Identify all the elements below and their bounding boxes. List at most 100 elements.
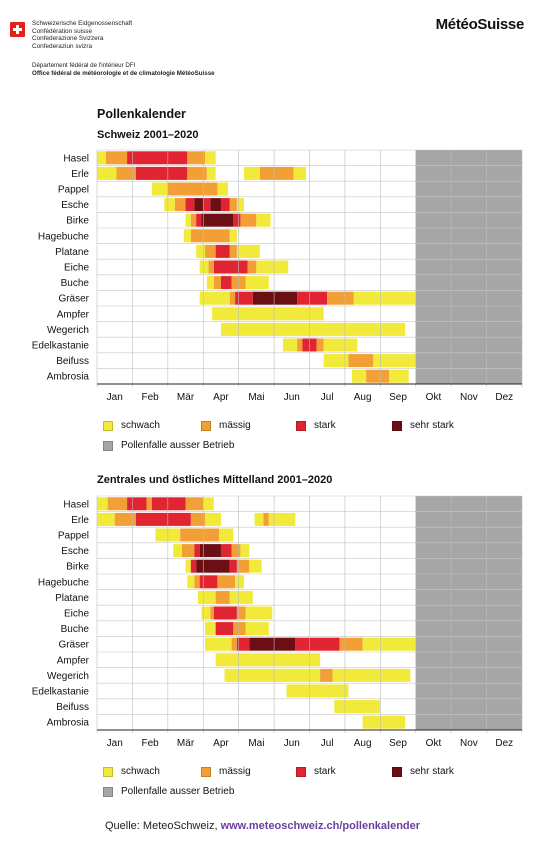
legend-1-maessig: mässig xyxy=(201,420,251,431)
bar-erle-schwach xyxy=(205,512,221,526)
bar-hasel-schwach xyxy=(205,151,216,165)
bar-erle-schwach xyxy=(254,512,264,526)
bar-esche-schwach xyxy=(240,544,250,558)
bar-erle-schwach xyxy=(268,512,296,526)
confederation-de: Schweizerische Eidgenossenschaft xyxy=(32,20,133,27)
row-label-pappel: Pappel xyxy=(58,185,89,196)
month-label-jan: Jan xyxy=(107,392,123,403)
month-label-apr: Apr xyxy=(213,738,229,749)
bar-ampfer-schwach xyxy=(215,653,321,667)
bar-graeser-stark xyxy=(235,291,253,305)
bar-edelkastanie-schwach xyxy=(282,338,298,352)
bar-eiche-maessig xyxy=(210,606,214,620)
source-link[interactable]: www.meteoschweiz.ch/pollenkalender xyxy=(220,820,421,832)
bar-erle-schwach xyxy=(206,166,216,180)
bar-hagebuche-stark xyxy=(199,575,218,589)
row-label-ampfer: Ampfer xyxy=(57,309,90,320)
bar-esche-schwach xyxy=(173,544,182,558)
bar-hasel-maessig xyxy=(185,497,204,511)
row-label-hagebuche: Hagebuche xyxy=(38,231,90,242)
bar-birke-maessig xyxy=(190,213,197,227)
month-label-aug: Aug xyxy=(354,392,372,403)
row-label-buche: Buche xyxy=(61,624,90,635)
legend-label-stark: stark xyxy=(314,766,336,777)
bar-esche-schwach xyxy=(236,198,244,212)
bar-esche-maessig xyxy=(229,198,237,212)
month-label-sep: Sep xyxy=(389,738,407,749)
legend-swatch-sehr-stark xyxy=(392,420,402,431)
month-label-sep: Sep xyxy=(389,392,407,403)
row-label-birke: Birke xyxy=(66,562,89,573)
legend-label-schwach: schwach xyxy=(121,420,160,431)
month-label-maer: Mär xyxy=(177,738,195,749)
department-block: Département fédéral de l'intérieur DFI O… xyxy=(32,62,215,78)
bar-wegerich-schwach xyxy=(332,668,411,682)
source-prefix: Quelle: MeteoSchweiz, xyxy=(105,820,221,832)
row-label-platane: Platane xyxy=(55,247,89,258)
out-of-service-block xyxy=(415,496,522,730)
bar-erle-stark xyxy=(135,166,188,180)
legend-1-schwach: schwach xyxy=(103,420,160,431)
legend-1: schwach mässig stark sehr stark Pollenfa… xyxy=(103,420,503,460)
bar-wegerich-schwach xyxy=(224,668,321,682)
bar-esche-maessig xyxy=(174,198,186,212)
bar-esche-stark xyxy=(220,544,232,558)
row-label-edelkastanie: Edelkastanie xyxy=(32,687,90,698)
legend-swatch-stark xyxy=(296,420,306,431)
row-label-birke: Birke xyxy=(66,216,89,227)
bar-graeser-stark xyxy=(297,291,328,305)
bar-buche-schwach xyxy=(245,622,269,636)
row-label-graeser: Gräser xyxy=(58,294,89,305)
confederation-names: Schweizerische Eidgenossenschaft Confédé… xyxy=(32,20,132,50)
bar-platane-maessig xyxy=(229,244,237,258)
row-label-edelkastanie: Edelkastanie xyxy=(32,341,90,352)
row-label-graeser: Gräser xyxy=(58,640,89,651)
legend-2-schwach: schwach xyxy=(103,766,160,777)
row-label-ambrosia: Ambrosia xyxy=(47,372,90,383)
row-label-erle: Erle xyxy=(71,169,89,180)
bar-esche-sehr_stark xyxy=(199,544,221,558)
bar-esche-stark xyxy=(203,198,211,212)
month-label-jul: Jul xyxy=(321,392,334,403)
bar-hagebuche-schwach xyxy=(229,229,237,243)
legend-2: schwach mässig stark sehr stark Pollenfa… xyxy=(103,766,503,806)
row-label-platane: Platane xyxy=(55,593,89,604)
bar-platane-schwach xyxy=(236,244,260,258)
bar-hasel-maessig xyxy=(105,151,128,165)
bar-graeser-maessig xyxy=(229,291,236,305)
bar-buche-schwach xyxy=(245,276,269,290)
month-label-apr: Apr xyxy=(213,392,229,403)
bar-hasel-maessig xyxy=(187,151,206,165)
bar-pappel-schwach xyxy=(151,182,168,196)
row-label-erle: Erle xyxy=(71,515,89,526)
bar-hasel-schwach xyxy=(97,497,108,511)
row-label-beifuss: Beifuss xyxy=(56,356,89,367)
bar-birke-schwach xyxy=(249,559,262,573)
bar-birke-sehr_stark xyxy=(196,559,230,573)
brand-logo: MétéoSuisse xyxy=(435,16,525,33)
legend-1-stark: stark xyxy=(296,420,336,431)
bar-graeser-sehr_stark xyxy=(249,637,296,651)
bar-platane-schwach xyxy=(196,244,206,258)
month-label-dez: Dez xyxy=(495,392,513,403)
month-label-okt: Okt xyxy=(426,392,442,403)
bar-buche-maessig xyxy=(213,276,221,290)
bar-pappel-maessig xyxy=(180,528,220,542)
bar-graeser-stark xyxy=(295,637,340,651)
month-label-mai: Mai xyxy=(248,392,264,403)
bar-hasel-schwach xyxy=(97,151,106,165)
bar-hasel-maessig xyxy=(146,497,152,511)
legend-swatch-stark xyxy=(296,766,306,777)
month-label-feb: Feb xyxy=(142,392,160,403)
bar-erle-maessig xyxy=(263,512,269,526)
bar-graeser-maessig xyxy=(231,637,237,651)
bar-hasel-schwach xyxy=(203,497,214,511)
legend-1-ausser-betrieb: Pollenfalle ausser Betrieb xyxy=(103,440,234,451)
bar-eiche-maessig xyxy=(236,606,246,620)
bar-graeser-schwach xyxy=(205,637,232,651)
legend-swatch-schwach xyxy=(103,766,113,777)
bar-beifuss-schwach xyxy=(323,354,349,368)
source-note: Quelle: MeteoSchweiz, www.meteoschweiz.c… xyxy=(105,820,420,832)
legend-label-ausser-betrieb: Pollenfalle ausser Betrieb xyxy=(121,786,235,797)
bar-edelkastanie-schwach xyxy=(323,338,358,352)
